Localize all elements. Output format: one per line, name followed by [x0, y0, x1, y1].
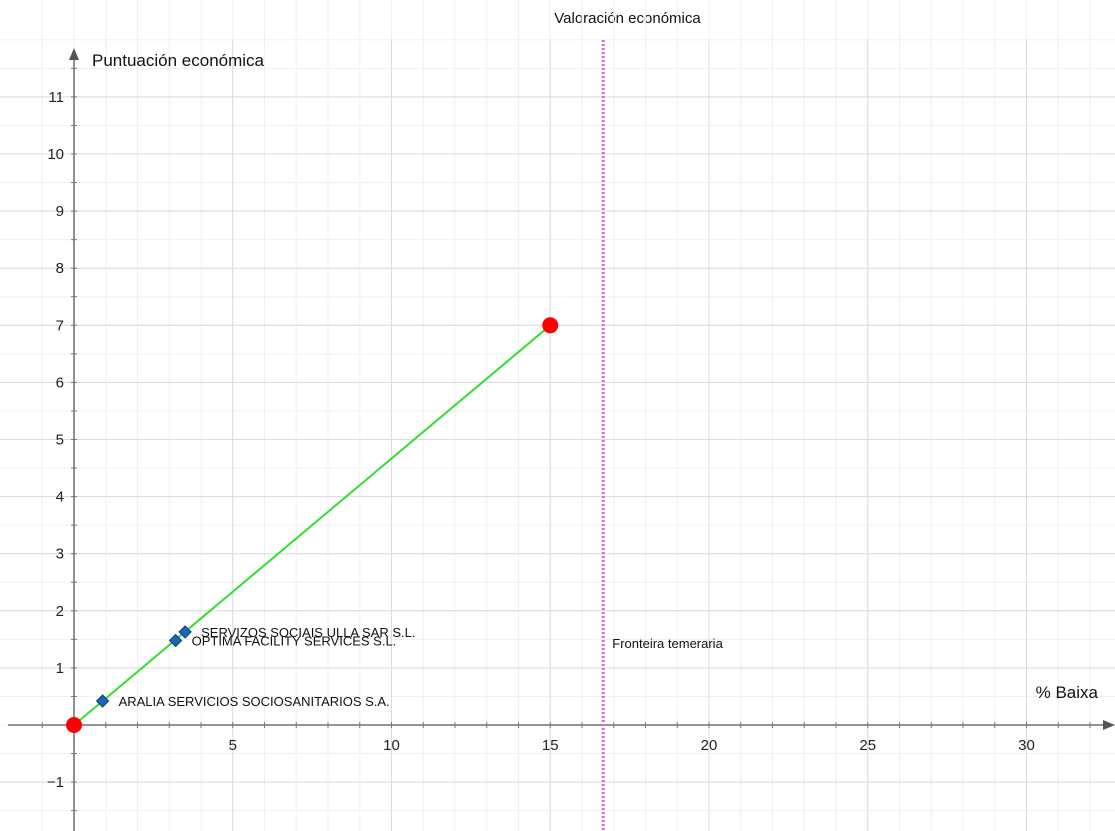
y-tick-label: −1 [47, 774, 64, 791]
x-tick-label: 30 [1018, 737, 1035, 754]
data-point-label: ARALIA SERVICIOS SOCIOSANITARIOS S.A. [119, 694, 390, 709]
y-axis-arrow-icon [69, 48, 79, 60]
score-line [73, 324, 551, 726]
y-tick-label: 11 [48, 89, 64, 106]
endpoint-marker [66, 717, 82, 733]
chart-title: Valoración económica [554, 10, 701, 27]
y-tick-label: 10 [47, 146, 64, 163]
y-tick-label: 5 [56, 432, 64, 449]
data-point-label: OPTIMA FACILITY SERVICES S.L. [192, 633, 397, 648]
y-tick-label: 2 [56, 603, 64, 620]
x-tick-label: 5 [229, 737, 237, 754]
y-tick-label: 4 [56, 489, 64, 506]
x-tick-label: 15 [542, 737, 559, 754]
data-point-marker [168, 633, 183, 648]
x-axis-label: % Baixa [1036, 683, 1099, 702]
y-tick-label: 3 [56, 546, 64, 563]
data-point-marker [95, 694, 110, 708]
y-tick-label: 6 [56, 374, 64, 391]
tick-labels: 5 10 15 20 25 30 −1 1 2 3 4 5 6 7 8 9 10 11 [47, 89, 1035, 791]
y-tick-label: 7 [56, 317, 64, 334]
endpoint-marker [542, 317, 559, 334]
x-axis-arrow-icon [1103, 720, 1115, 730]
x-tick-label: 20 [701, 737, 718, 754]
y-tick-label: 1 [56, 660, 64, 677]
x-tick-label: 25 [859, 737, 876, 754]
y-axis-label: Puntuación económica [92, 51, 265, 70]
data-point-marker [178, 625, 192, 639]
x-tick-label: 10 [383, 737, 400, 754]
axes [8, 48, 1115, 831]
y-tick-label: 8 [56, 260, 64, 277]
data-point-label: SERVIZOS SOCIAIS ULLA SAR S.L. [201, 625, 415, 640]
fronteira-temeraria-label: Fronteira temeraria [612, 636, 723, 651]
chart-marks: Fronteira temeraria ARALIA SERVICIOS SOCI… [66, 40, 724, 831]
y-tick-label: 9 [56, 203, 64, 220]
